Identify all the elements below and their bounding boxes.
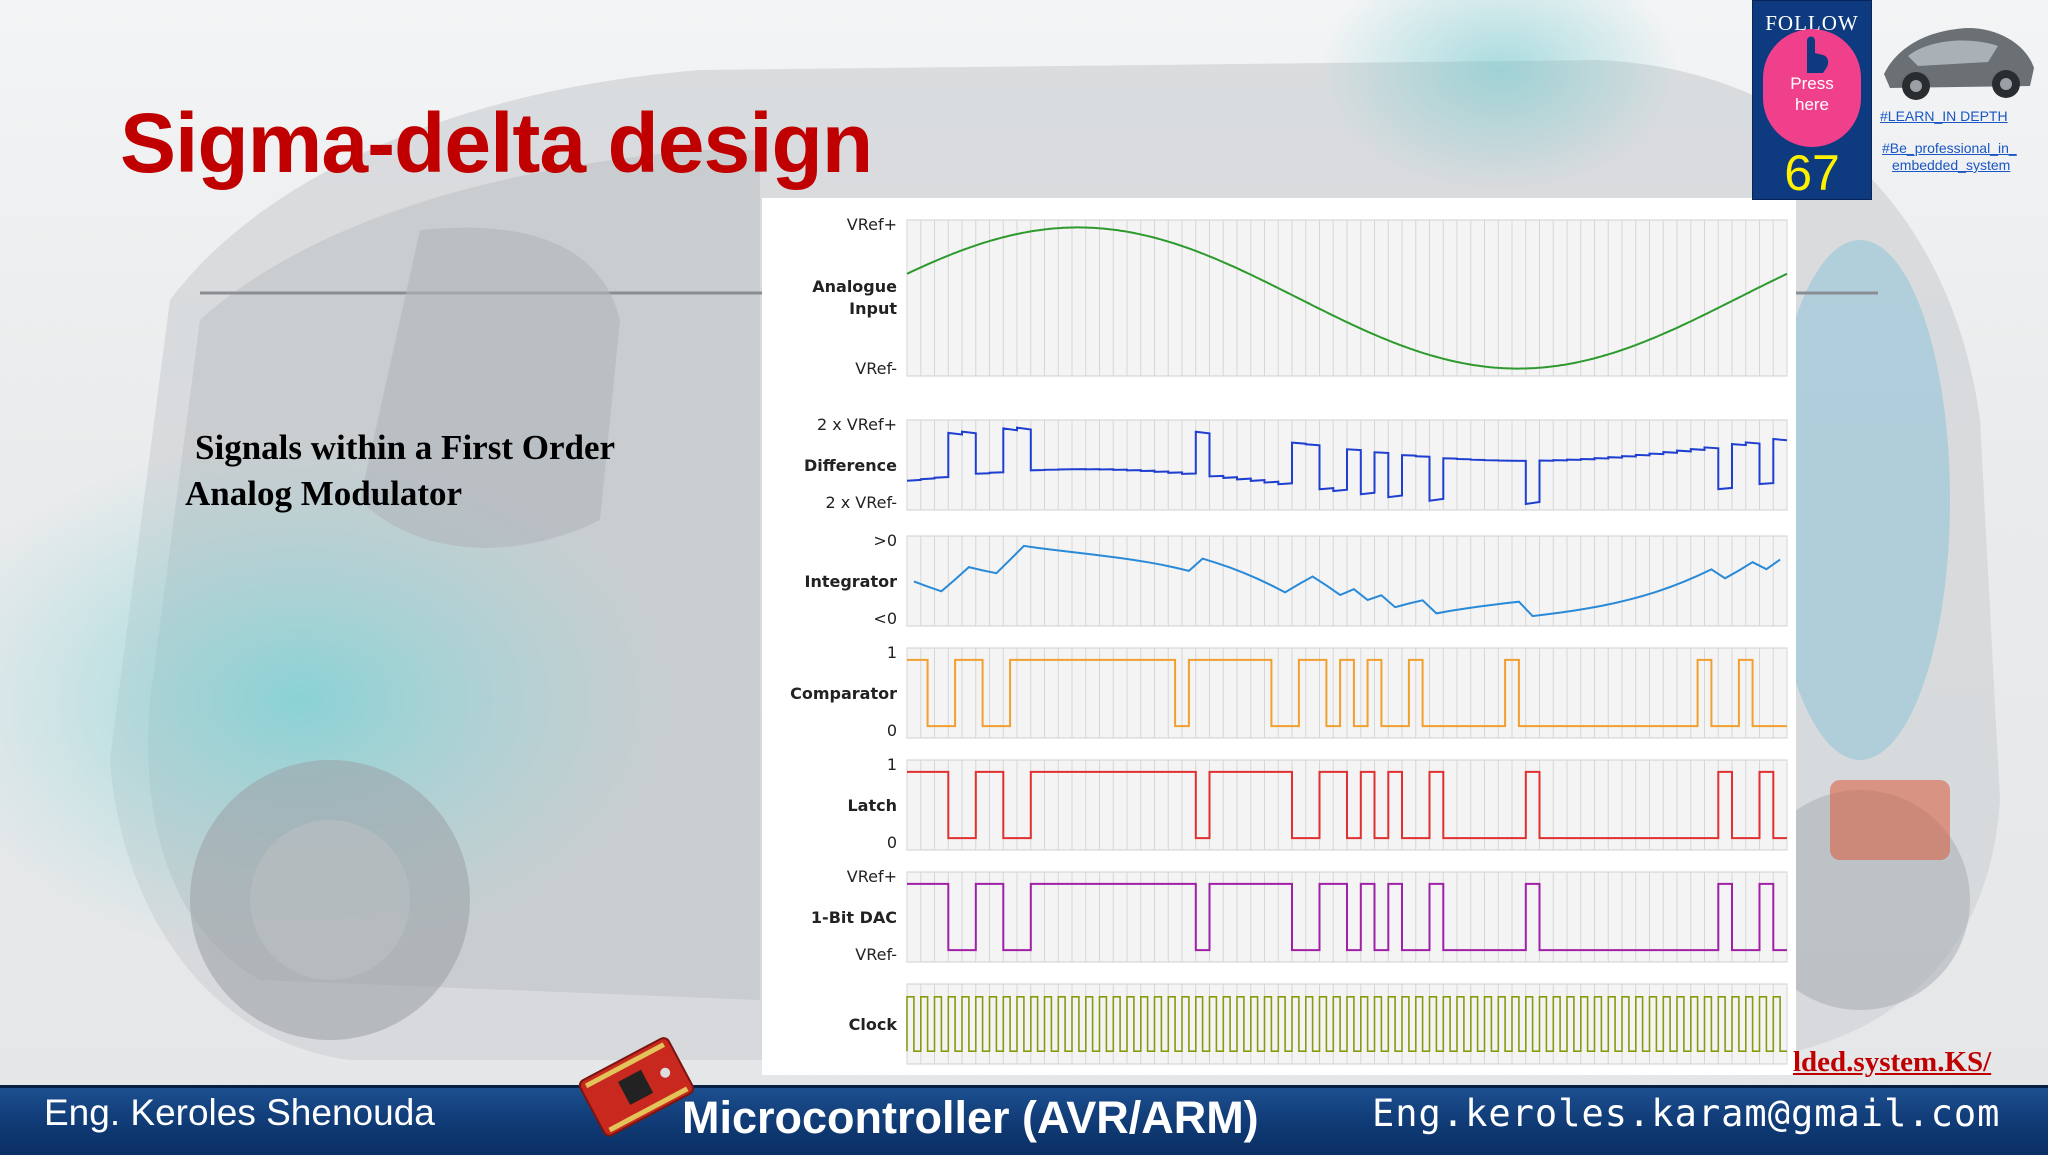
slide-title: Sigma-delta design	[120, 96, 873, 190]
subtitle-line-2: Analog Modulator	[185, 474, 463, 513]
facebook-link[interactable]: lded.system.KS/	[1793, 1046, 1992, 1078]
slide-subtitle: Signals within a First Order Analog Modu…	[185, 425, 616, 517]
panel-difference-label: Difference	[804, 456, 897, 475]
pointing-hand-icon	[1807, 36, 1829, 73]
author-email[interactable]: Eng.keroles.karam@gmail.com	[1372, 1092, 2001, 1135]
author-name: Eng. Keroles Shenouda	[44, 1092, 435, 1133]
panel-latch-top-tick: 1	[887, 755, 897, 774]
panel-difference-top-tick: 2 x VRef+	[817, 415, 897, 434]
panel-dac-top-tick: VRef+	[847, 867, 897, 886]
panel-comparator-top-tick: 1	[887, 643, 897, 662]
panel-integrator-top-tick: >0	[873, 531, 897, 550]
panel-dac-bottom-tick: VRef-	[855, 945, 897, 964]
panel-analogue-label-line-1: Analogue	[812, 277, 897, 296]
car-thumbnail-icon	[1884, 28, 2034, 100]
press-label-line-2: here	[1794, 95, 1830, 114]
panel-integrator-label: Integrator	[804, 572, 897, 591]
be-professional-link-line-1[interactable]: #Be_professional_in_	[1882, 140, 2017, 156]
clock-series-line	[906, 996, 1787, 1052]
panel-comparator-bottom-tick: 0	[887, 721, 897, 740]
panel-latch-label: Latch	[847, 796, 897, 815]
panel-analogue-top-tick: VRef+	[847, 215, 897, 234]
panel-difference-bottom-tick: 2 x VRef-	[825, 493, 897, 512]
panel-analogue-bottom-tick: VRef-	[855, 359, 897, 378]
sigma-delta-waveform-chart: VRef+ VRef- Analogue Input 2 x VRef+ 2 x VRef…	[762, 198, 1796, 1075]
microcontroller-board-icon	[578, 1037, 695, 1137]
footer-bar	[0, 1085, 2048, 1155]
subtitle-line-1: Signals within a First Order	[195, 428, 616, 467]
panel-comparator-label: Comparator	[790, 684, 897, 703]
press-label-line-1: Press	[1790, 74, 1834, 93]
panel-integrator-bottom-tick: <0	[873, 609, 897, 628]
slide-number: 67	[1784, 145, 1840, 201]
panel-analogue-label-line-2: Input	[849, 299, 897, 318]
press-here-button[interactable]: Press here	[1763, 29, 1861, 147]
panel-clock-label: Clock	[849, 1015, 898, 1034]
learn-in-depth-link[interactable]: #LEARN_IN DEPTH	[1880, 108, 2008, 124]
comparator-series-line	[907, 658, 1788, 728]
panel-latch-bottom-tick: 0	[887, 833, 897, 852]
course-title: Microcontroller (AVR/ARM)	[682, 1092, 1259, 1143]
panel-dac-label: 1-Bit DAC	[811, 908, 897, 927]
be-professional-link-line-2[interactable]: embedded_system	[1892, 157, 2011, 173]
integrator-series-line	[913, 544, 1781, 618]
latch-series-line	[907, 770, 1787, 840]
press-here-label: Press here	[1763, 73, 1861, 115]
dac-series-line	[907, 882, 1787, 952]
difference-series-line	[906, 426, 1788, 506]
analogue-input-series-line	[906, 226, 1788, 370]
follow-us-badge[interactable]: FOLLOW US Press here 67	[1752, 0, 1872, 201]
